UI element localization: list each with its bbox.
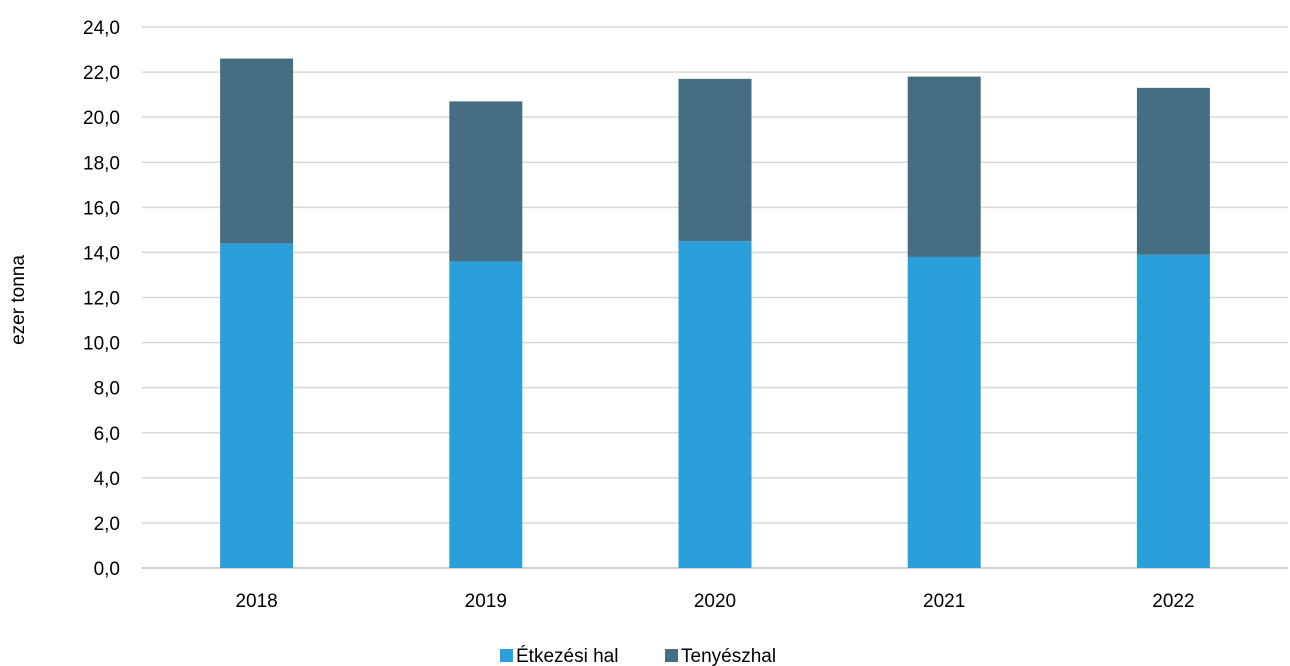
bar-segment-tenyeszhal — [907, 76, 981, 257]
y-tick-label: 16,0 — [83, 198, 120, 219]
x-tick-label: 2020 — [694, 591, 736, 612]
x-tick-label: 2019 — [465, 591, 507, 612]
x-tick-label: 2022 — [1152, 591, 1194, 612]
y-tick-label: 4,0 — [94, 469, 120, 490]
y-tick-label: 18,0 — [83, 153, 120, 174]
y-tick-label: 0,0 — [94, 559, 120, 580]
x-tick-label: 2021 — [923, 591, 965, 612]
bar-segment-tenyeszhal — [220, 58, 294, 244]
y-axis-ticks: 0,0 2,0 4,0 6,0 8,0 10,0 12,0 14,0 16,0 18,0 20,0 2… — [83, 18, 120, 580]
x-tick-label: 2018 — [235, 591, 277, 612]
y-tick-label: 12,0 — [83, 289, 120, 310]
y-tick-label: 14,0 — [83, 243, 120, 264]
legend: Étkezési hal Tenyészhal — [500, 646, 776, 666]
bar-segment-etkezesi-hal — [1136, 254, 1210, 568]
y-tick-label: 2,0 — [94, 514, 120, 535]
y-tick-label: 8,0 — [94, 379, 120, 400]
y-axis-title: ezer tonna — [8, 255, 29, 345]
legend-label: Étkezési hal — [516, 646, 618, 666]
bar-segment-etkezesi-hal — [907, 256, 981, 568]
y-tick-label: 20,0 — [83, 108, 120, 129]
legend-swatch — [665, 649, 678, 662]
y-tick-label: 22,0 — [83, 63, 120, 84]
bar-segment-etkezesi-hal — [220, 243, 294, 568]
legend-label: Tenyészhal — [681, 646, 776, 666]
legend-swatch — [500, 649, 513, 662]
x-axis-ticks: 2018 2019 2020 2021 2022 — [235, 591, 1194, 612]
y-tick-label: 24,0 — [83, 18, 120, 39]
bar-segment-etkezesi-hal — [449, 261, 523, 568]
bar-segment-tenyeszhal — [449, 101, 523, 262]
bar-segment-tenyeszhal — [1136, 87, 1210, 255]
bar-segment-etkezesi-hal — [678, 241, 752, 569]
y-tick-label: 6,0 — [94, 424, 120, 445]
bars — [220, 58, 1210, 569]
bar-segment-tenyeszhal — [678, 78, 752, 242]
y-tick-label: 10,0 — [83, 334, 120, 355]
